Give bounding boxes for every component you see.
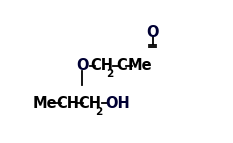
Text: CH: CH: [90, 58, 113, 73]
Text: Me: Me: [128, 58, 152, 73]
Text: O: O: [76, 58, 89, 73]
Text: CH: CH: [79, 96, 102, 111]
Text: CH: CH: [56, 96, 79, 111]
Text: C: C: [117, 58, 127, 73]
Text: 2: 2: [106, 69, 113, 79]
Text: Me: Me: [33, 96, 58, 111]
Text: O: O: [147, 25, 159, 40]
Text: 2: 2: [95, 107, 102, 117]
Text: OH: OH: [105, 96, 130, 111]
